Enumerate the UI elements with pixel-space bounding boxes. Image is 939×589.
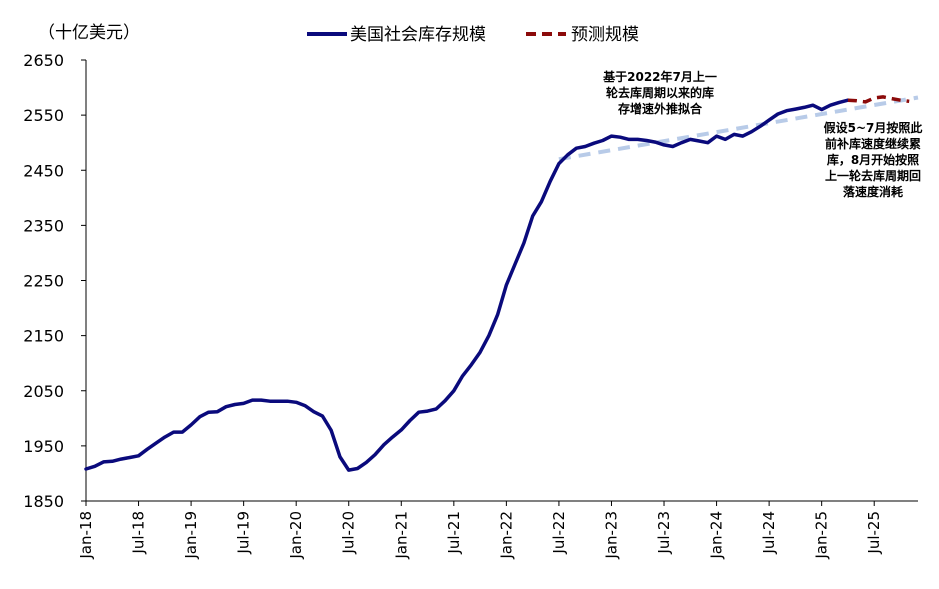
- annotation-line: 轮去库周期以来的库: [606, 85, 714, 100]
- y-tick-label: 1950: [23, 437, 64, 456]
- annotations: 基于2022年7月上一轮去库周期以来的库存增速外推拟合 假设5~7月按照此前补库…: [602, 69, 922, 199]
- x-tick-label: Jan-24: [708, 511, 726, 560]
- axes: 1850 1950 2050 2150 2250 2350 2450 2550 2650 Jan-…: [23, 51, 918, 560]
- x-tick-label: Jul-19: [235, 511, 253, 555]
- x-tick-label: Jul-23: [655, 511, 673, 555]
- x-tick-label: Jul-18: [130, 511, 148, 555]
- x-tick-label: Jul-22: [550, 511, 568, 555]
- y-tick-label: 2550: [23, 106, 64, 125]
- x-tick-label: Jul-21: [445, 511, 463, 555]
- x-tick-label: Jul-24: [760, 511, 778, 555]
- series-line-trend-fit: [558, 95, 919, 162]
- x-tick-label: Jan-19: [182, 511, 200, 560]
- annotation-fit-note: 基于2022年7月上一轮去库周期以来的库存增速外推拟合: [602, 69, 717, 116]
- y-tick-label: 2350: [23, 216, 64, 235]
- x-tick-label: Jan-22: [497, 511, 515, 560]
- x-tick-label: Jul-25: [865, 511, 883, 555]
- y-unit-label: （十亿美元）: [38, 23, 140, 43]
- series-line-actual: [84, 98, 850, 472]
- annotation-line: 假设5~7月按照此: [824, 120, 923, 135]
- legend: 美国社会库存规模 预测规模: [307, 25, 639, 45]
- annotation-line: 上一轮去库周期回: [825, 168, 921, 183]
- legend-label-actual: 美国社会库存规模: [350, 25, 486, 45]
- annotation-forecast-note: 假设5~7月按照此前补库速度继续累库，8月开始按照上一轮去库周期回落速度消耗: [824, 120, 923, 199]
- legend-label-forecast: 预测规模: [571, 25, 639, 45]
- plot-area: [84, 95, 919, 472]
- annotation-line: 基于2022年7月上一: [602, 69, 717, 84]
- y-tick-label: 2050: [23, 382, 64, 401]
- y-tick-label: 2150: [23, 327, 64, 346]
- x-tick-label: Jan-18: [77, 511, 95, 560]
- series-line-forecast: [847, 95, 910, 104]
- annotation-line: 前补库速度继续累: [825, 136, 921, 151]
- annotation-line: 存增速外推拟合: [617, 101, 703, 116]
- annotation-line: 库，8月开始按照: [827, 152, 919, 167]
- y-tick-label: 2450: [23, 161, 64, 180]
- x-tick-label: Jul-20: [340, 511, 358, 555]
- y-tick-label: 2250: [23, 272, 64, 291]
- x-tick-label: Jan-20: [287, 511, 305, 560]
- x-tick-label: Jan-21: [392, 511, 410, 560]
- annotation-line: 落速度消耗: [843, 184, 903, 199]
- x-tick-label: Jan-23: [602, 511, 620, 560]
- y-tick-label: 2650: [23, 51, 64, 70]
- x-tick-label: Jan-25: [813, 511, 831, 560]
- y-tick-label: 1850: [23, 492, 64, 511]
